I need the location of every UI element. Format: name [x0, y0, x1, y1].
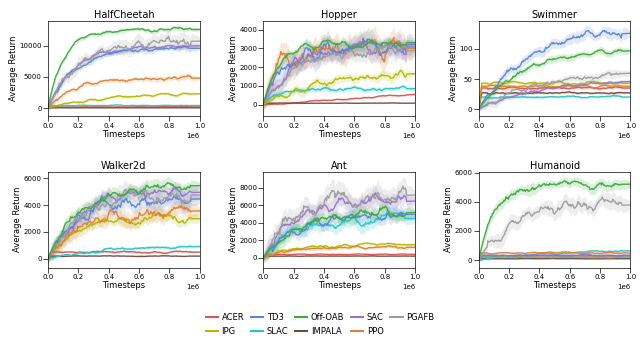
Y-axis label: Average Return: Average Return [444, 187, 453, 252]
X-axis label: Timesteps: Timesteps [102, 130, 145, 139]
Y-axis label: Average Return: Average Return [228, 36, 237, 101]
Title: Walker2d: Walker2d [101, 161, 147, 171]
X-axis label: Timesteps: Timesteps [533, 281, 576, 290]
Legend: ACER, IPG, TD3, SLAC, Off-OAB, IMPALA, SAC, PPO, PGAFB: ACER, IPG, TD3, SLAC, Off-OAB, IMPALA, S… [202, 310, 438, 339]
Title: Humanoid: Humanoid [529, 161, 580, 171]
X-axis label: Timesteps: Timesteps [317, 130, 361, 139]
X-axis label: Timesteps: Timesteps [317, 281, 361, 290]
X-axis label: Timesteps: Timesteps [533, 130, 576, 139]
Title: Ant: Ant [331, 161, 348, 171]
Y-axis label: Average Return: Average Return [13, 187, 22, 252]
X-axis label: Timesteps: Timesteps [102, 281, 145, 290]
Title: Swimmer: Swimmer [532, 10, 577, 20]
Y-axis label: Average Return: Average Return [228, 187, 237, 252]
Title: HalfCheetah: HalfCheetah [93, 10, 154, 20]
Y-axis label: Average Return: Average Return [9, 36, 18, 101]
Y-axis label: Average Return: Average Return [449, 36, 458, 101]
Title: Hopper: Hopper [321, 10, 357, 20]
